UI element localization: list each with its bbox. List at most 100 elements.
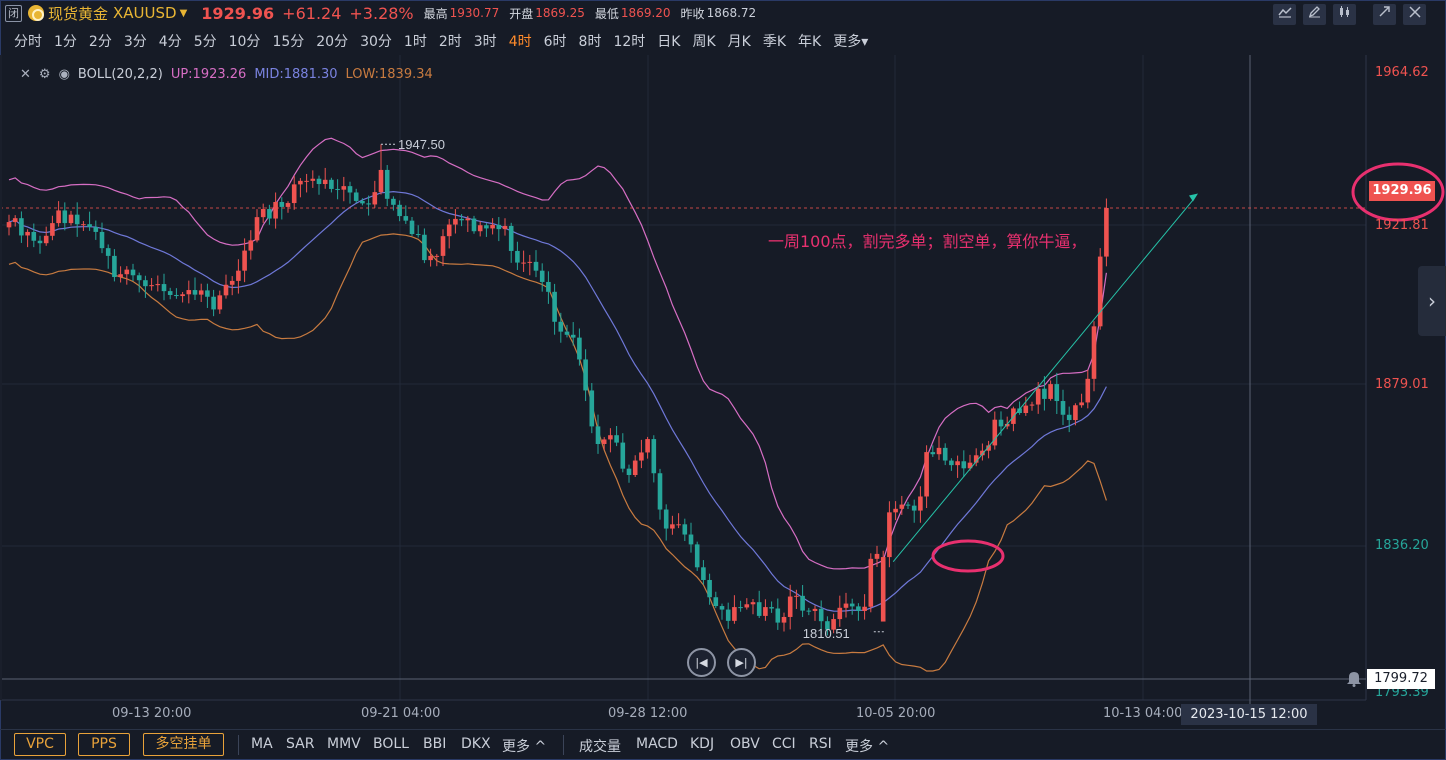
interval-tab[interactable]: 10分 [228, 34, 261, 50]
close-indicator-icon[interactable]: ✕ [20, 67, 31, 82]
interval-tab[interactable]: 6时 [543, 34, 567, 50]
candle-body [887, 512, 892, 558]
mmv-indicator[interactable]: MMV [327, 736, 361, 752]
candle-body [236, 270, 241, 281]
boll-indicator[interactable]: BOLL [373, 736, 409, 752]
interval-tab[interactable]: 1时 [403, 34, 427, 50]
pane-edge [0, 55, 2, 700]
boll-mid-value: MID:1881.30 [254, 67, 338, 82]
kdj-indicator[interactable]: KDJ [690, 736, 715, 752]
long-short-order-button[interactable]: 多空挂单 [143, 733, 224, 756]
expand-icon[interactable] [1373, 4, 1396, 25]
interval-tab[interactable]: 4时 [508, 34, 532, 50]
interval-tab[interactable]: 15分 [272, 34, 305, 50]
candle-body [155, 284, 161, 286]
interval-tab[interactable]: 8时 [578, 34, 602, 50]
candle-body [118, 274, 123, 278]
macd-indicator[interactable]: MACD [636, 736, 678, 752]
candle-body [626, 468, 632, 475]
candle-body [105, 248, 111, 256]
settings-icon[interactable]: ⚙ [38, 67, 51, 82]
candle-body [217, 295, 223, 310]
highlight-circle [1351, 162, 1445, 222]
candle-body [639, 452, 644, 461]
candle-body [37, 240, 43, 244]
candle-body [682, 524, 688, 535]
interval-tab[interactable]: 12时 [613, 34, 646, 50]
interval-tab[interactable]: 更多▾ [833, 34, 869, 50]
candle-body [521, 262, 526, 264]
interval-tab[interactable]: 5分 [193, 34, 217, 50]
interval-tab[interactable]: 4分 [158, 34, 182, 50]
interval-tab[interactable]: 季K [762, 34, 787, 50]
candle-body [1073, 405, 1078, 421]
candle-body [1091, 326, 1097, 379]
candle-body [744, 604, 750, 608]
candle-body [849, 603, 855, 607]
candle-body [732, 607, 737, 621]
candle-body [1004, 423, 1010, 427]
candle-body [967, 462, 973, 469]
bottom-toolbar: VPC PPS 多空挂单 MA SAR MMV BOLL BBI DKX 更多 … [0, 729, 1446, 760]
draw-line-icon[interactable] [1273, 4, 1296, 25]
interval-tab[interactable]: 周K [692, 34, 716, 50]
close-icon[interactable] [1403, 4, 1426, 25]
bbi-indicator[interactable]: BBI [423, 736, 447, 752]
obv-indicator[interactable]: OBV [730, 736, 760, 752]
interval-tab[interactable]: 20分 [316, 34, 349, 50]
vpc-button[interactable]: VPC [14, 733, 66, 756]
candlestick-chart[interactable]: 1947.50 1810.51 [0, 55, 1446, 729]
price-alert-bell-icon[interactable] [1346, 669, 1362, 687]
time-axis-label: 10-05 20:00 [856, 706, 936, 721]
interval-tab[interactable]: 2时 [438, 34, 462, 50]
expand-panel-arrow-icon[interactable]: › [1418, 266, 1446, 336]
candle-body [161, 284, 167, 292]
candle-body [50, 223, 55, 236]
interval-tab[interactable]: 30分 [360, 34, 392, 50]
interval-tab[interactable]: 1分 [54, 34, 77, 50]
candle-body [211, 296, 216, 310]
pencil-icon[interactable] [1303, 4, 1326, 25]
candle-body [502, 225, 508, 230]
candle-body [843, 603, 849, 608]
cci-indicator[interactable]: CCI [772, 736, 796, 752]
interval-tab[interactable]: 2分 [88, 34, 112, 50]
candle-body [248, 240, 254, 251]
candle-body [763, 607, 768, 616]
ma-indicator[interactable]: MA [251, 736, 273, 752]
volume-indicator[interactable]: 成交量 [579, 739, 621, 755]
interval-tab[interactable]: 月K [727, 34, 751, 50]
scroll-to-end-icon[interactable]: ▶| [727, 648, 756, 677]
price-axis-label: 1879.01 [1375, 377, 1429, 392]
sar-indicator[interactable]: SAR [286, 736, 315, 752]
interval-tab[interactable]: 年K [798, 34, 822, 50]
time-axis-label: 09-21 04:00 [361, 706, 441, 721]
pps-button[interactable]: PPS [78, 733, 130, 756]
interval-tab[interactable]: 日K [657, 34, 681, 50]
candle-body [992, 419, 998, 446]
candle-body [905, 504, 911, 506]
symbol-name[interactable]: 现货黄金 [48, 4, 109, 23]
interval-tab[interactable]: 3分 [123, 34, 147, 50]
candle-body [43, 235, 49, 244]
rsi-indicator[interactable]: RSI [809, 736, 832, 752]
symbol-code[interactable]: XAUUSD [113, 4, 177, 22]
candle-body [428, 255, 433, 261]
symbol-dropdown-icon[interactable]: ▼ [179, 7, 188, 19]
more-sub-indicators[interactable]: 更多 ^ [845, 739, 890, 755]
high-label: 最高 [423, 6, 448, 21]
interval-tab[interactable]: 3时 [473, 34, 497, 50]
more-main-indicators[interactable]: 更多 ^ [502, 739, 547, 755]
dkx-indicator[interactable]: DKX [461, 736, 491, 752]
interval-tab[interactable]: 分时 [14, 34, 42, 50]
candle-body [391, 198, 396, 205]
candle-style-icon[interactable] [1333, 4, 1356, 25]
visibility-eye-icon[interactable]: ◉ [58, 67, 70, 82]
candle-body [459, 218, 464, 221]
symbol-header: 闭 现货黄金 XAUUSD ▼ 1929.96 +61.24 +3.28% 最高… [0, 0, 1446, 26]
scroll-to-start-icon[interactable]: |◀ [687, 648, 716, 677]
candle-body [149, 285, 154, 287]
candle-body [130, 269, 136, 276]
candle-body [496, 224, 502, 230]
candle-body [384, 169, 390, 199]
